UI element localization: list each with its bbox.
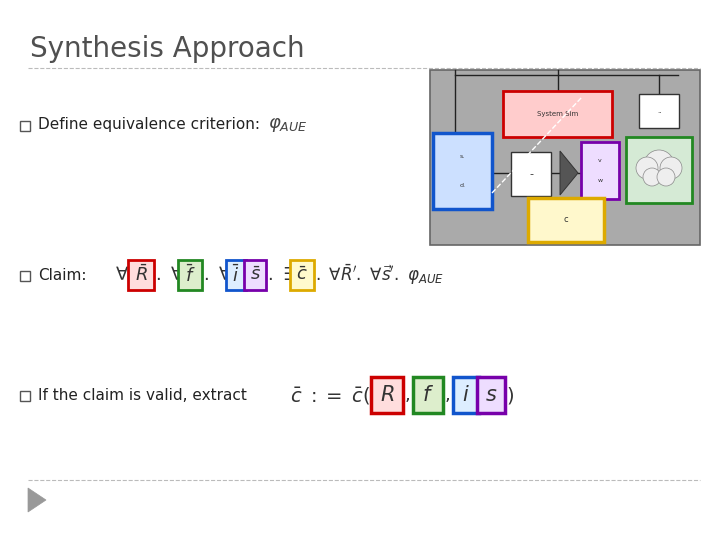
Text: d.: d. — [459, 183, 466, 188]
FancyBboxPatch shape — [639, 94, 679, 128]
Bar — [20, 271, 30, 281]
Text: $\bar{i}$: $\bar{i}$ — [233, 264, 240, 286]
Text: Define equivalence criterion:: Define equivalence criterion: — [38, 118, 260, 132]
Text: $.\ \forall$: $.\ \forall$ — [155, 266, 184, 284]
Polygon shape — [560, 151, 578, 195]
Text: System Sim: System Sim — [537, 111, 578, 117]
Text: $.\ \exists$: $.\ \exists$ — [267, 266, 294, 284]
Circle shape — [644, 150, 674, 180]
Text: $,$: $,$ — [444, 386, 450, 404]
Text: ..: .. — [657, 108, 661, 114]
Text: $.\ \forall$: $.\ \forall$ — [203, 266, 233, 284]
Bar — [20, 391, 30, 401]
Text: s.: s. — [460, 154, 465, 159]
FancyBboxPatch shape — [430, 70, 700, 245]
Text: $\bar{c}$: $\bar{c}$ — [296, 266, 308, 284]
FancyBboxPatch shape — [178, 260, 202, 290]
Circle shape — [657, 168, 675, 186]
Text: $s$: $s$ — [485, 385, 498, 405]
Text: $\bar{s}$: $\bar{s}$ — [250, 266, 261, 284]
Text: $\forall$: $\forall$ — [115, 266, 129, 284]
FancyBboxPatch shape — [477, 377, 505, 413]
FancyBboxPatch shape — [290, 260, 314, 290]
FancyBboxPatch shape — [626, 137, 692, 203]
FancyBboxPatch shape — [511, 152, 551, 196]
Text: Claim:: Claim: — [38, 267, 86, 282]
Text: $,$: $,$ — [404, 386, 410, 404]
Circle shape — [660, 157, 682, 179]
Text: $)$: $)$ — [506, 384, 514, 406]
Text: v: v — [598, 158, 602, 163]
Circle shape — [643, 168, 661, 186]
FancyBboxPatch shape — [503, 91, 612, 137]
Text: If the claim is valid, extract: If the claim is valid, extract — [38, 388, 247, 402]
FancyBboxPatch shape — [453, 377, 479, 413]
Bar — [20, 121, 30, 131]
Text: $\bar{R}$: $\bar{R}$ — [135, 265, 148, 285]
Text: $i$: $i$ — [462, 385, 470, 405]
Text: $\bar{c}\ :=\ \bar{c}($: $\bar{c}\ :=\ \bar{c}($ — [290, 384, 370, 406]
FancyBboxPatch shape — [371, 377, 403, 413]
FancyBboxPatch shape — [244, 260, 266, 290]
FancyBboxPatch shape — [581, 142, 619, 199]
FancyBboxPatch shape — [528, 198, 604, 242]
Text: $f$: $f$ — [422, 385, 434, 405]
Text: Synthesis Approach: Synthesis Approach — [30, 35, 305, 63]
Text: c: c — [564, 215, 568, 225]
FancyBboxPatch shape — [226, 260, 246, 290]
Text: $.\  \forall\bar{R}^{\prime}.\ \forall\vec{s}^{\prime}.\ \varphi_{AUE}$: $.\ \forall\bar{R}^{\prime}.\ \forall\ve… — [315, 263, 444, 287]
FancyBboxPatch shape — [413, 377, 443, 413]
FancyBboxPatch shape — [128, 260, 154, 290]
FancyBboxPatch shape — [433, 133, 492, 209]
Text: -: - — [529, 169, 533, 179]
Text: $\varphi_{AUE}$: $\varphi_{AUE}$ — [268, 116, 307, 134]
Text: $R$: $R$ — [379, 385, 395, 405]
Circle shape — [636, 157, 658, 179]
Text: $\bar{f}$: $\bar{f}$ — [185, 264, 195, 286]
Text: w: w — [598, 178, 603, 183]
Polygon shape — [28, 488, 46, 512]
